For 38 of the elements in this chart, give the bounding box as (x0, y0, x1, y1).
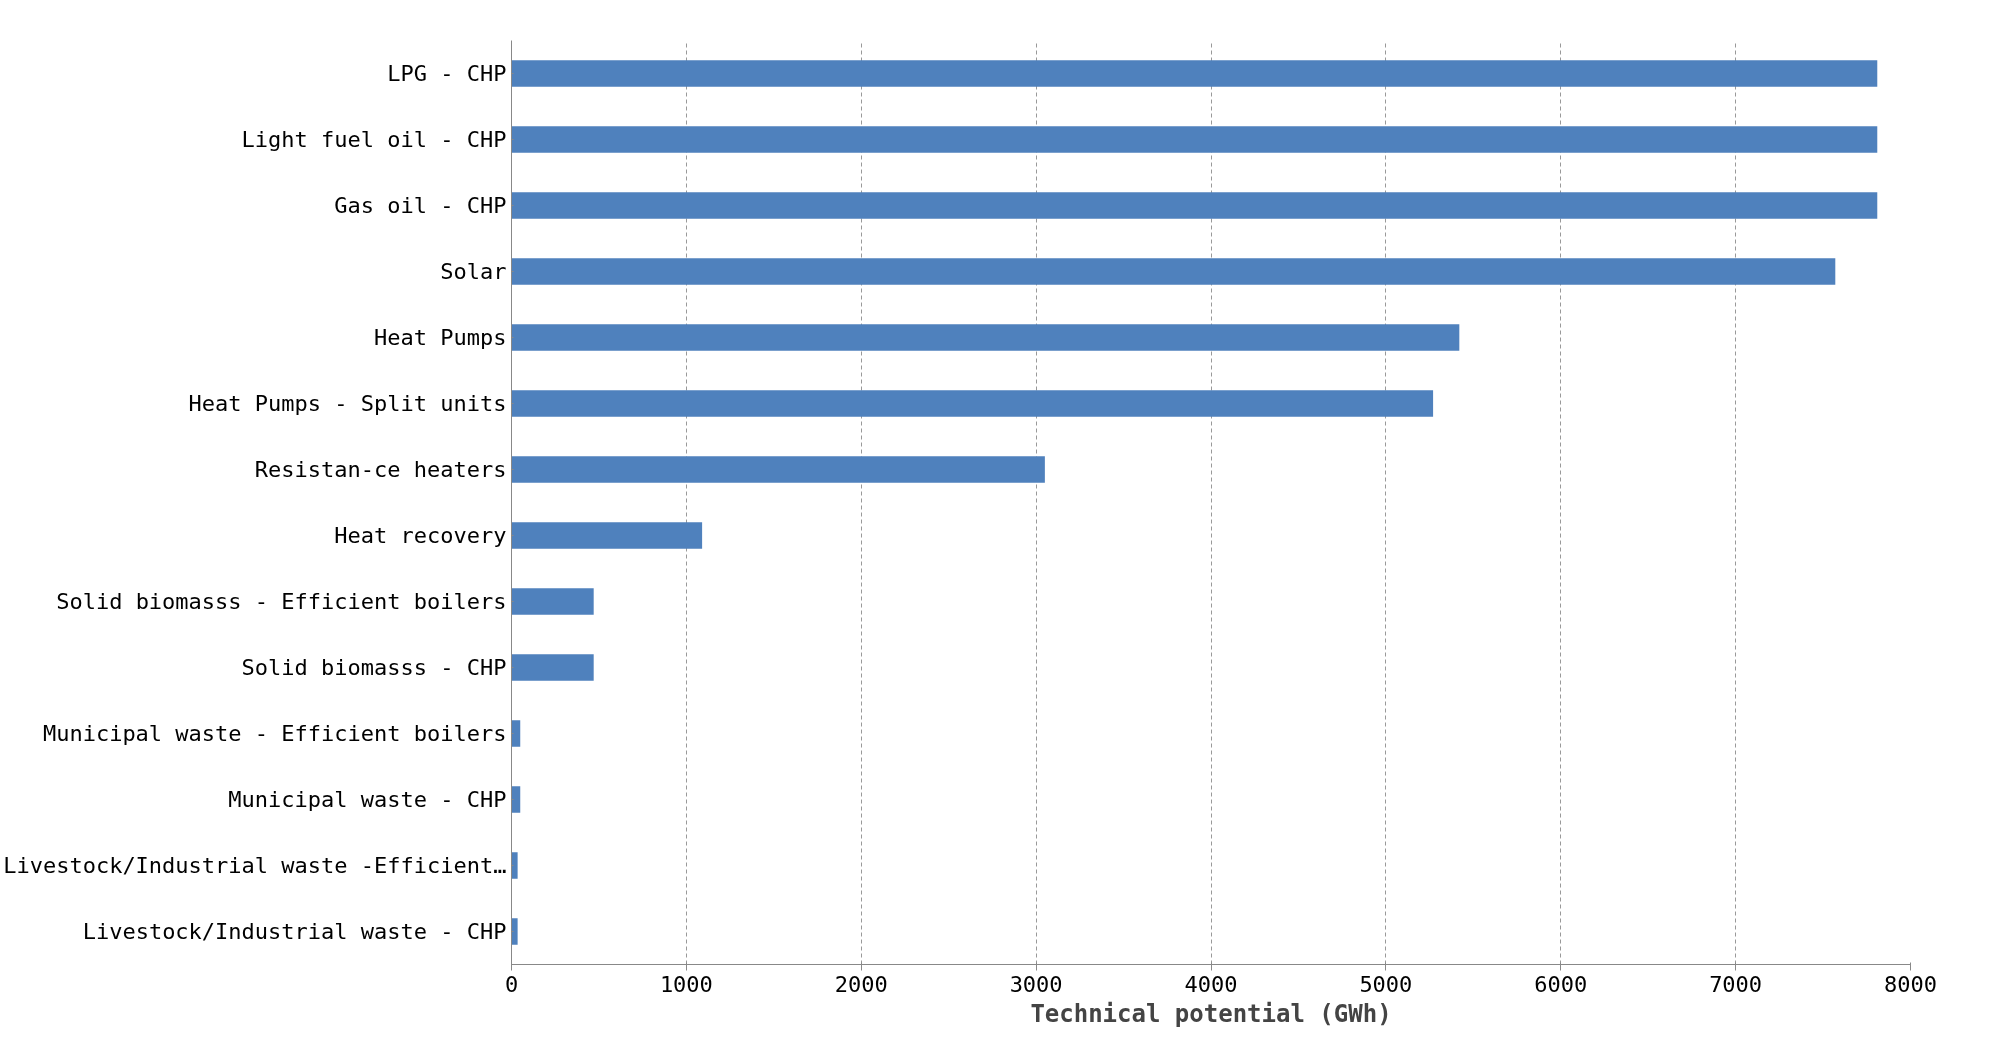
bar (511, 522, 703, 549)
bar (511, 918, 518, 945)
bar (511, 324, 1460, 351)
bar (511, 654, 594, 681)
y-tick-label: Heat Pumps - Split units (188, 391, 507, 416)
bar (511, 258, 1836, 285)
y-tick-label: Heat recovery (334, 523, 507, 548)
y-tick-label: Solid biomasss - CHP (241, 655, 507, 680)
bar (511, 192, 1878, 219)
x-tick-label: 2000 (834, 971, 888, 997)
x-tick-label: 8000 (1884, 971, 1937, 997)
y-tick-label: Municipal waste - CHP (228, 787, 507, 812)
y-tick-label: Municipal waste - Efficient boilers (42, 721, 507, 746)
y-tick-label: Livestock/Industrial waste - CHP (82, 919, 507, 944)
y-tick-label: Solid biomasss - Efficient boilers (56, 589, 507, 614)
y-tick-label: Solar (440, 259, 507, 284)
y-tick-label: LPG - CHP (387, 61, 507, 86)
bar (511, 390, 1434, 417)
bar (511, 588, 594, 615)
x-axis-title: Technical potential (GWh) (1030, 999, 1392, 1028)
y-tick-label: Light fuel oil - CHP (241, 127, 507, 152)
bar (511, 60, 1878, 87)
bar (511, 852, 518, 879)
bar (511, 720, 521, 747)
bar (511, 126, 1878, 153)
x-tick-label: 0 (504, 971, 519, 997)
y-tick-label: Resistan-ce heaters (254, 457, 507, 482)
y-tick-label: Heat Pumps (374, 325, 507, 350)
bar (511, 456, 1045, 483)
bar (511, 786, 521, 813)
x-tick-label: 3000 (1009, 971, 1063, 997)
x-tick-label: 5000 (1359, 971, 1413, 997)
x-tick-label: 7000 (1709, 971, 1763, 997)
x-tick-label: 6000 (1534, 971, 1588, 997)
y-tick-label: Livestock/Industrial waste -Efficient… (3, 853, 507, 878)
x-tick-label: 1000 (659, 971, 713, 997)
y-tick-label: Gas oil - CHP (334, 193, 507, 218)
x-tick-label: 4000 (1184, 971, 1238, 997)
